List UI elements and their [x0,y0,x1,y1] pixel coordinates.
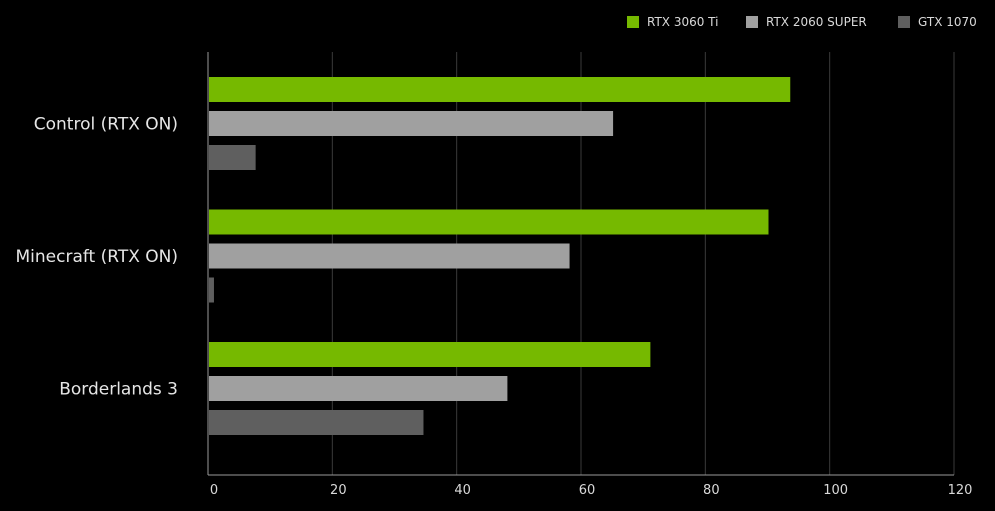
legend-label-rtx-2060-super: RTX 2060 SUPER [766,15,867,29]
bar-minecraft-rtx-on-rtx-3060-ti [209,209,769,235]
legend-swatch-rtx-3060-ti [627,16,639,28]
category-label-borderlands-3: Borderlands 3 [59,380,178,400]
category-labels: Control (RTX ON) Minecraft (RTX ON) Border… [15,115,178,400]
legend-label-rtx-3060-ti: RTX 3060 Ti [647,15,718,29]
x-tick-label-80: 80 [703,483,720,498]
legend-label-gtx-1070: GTX 1070 [918,15,977,29]
x-tick-label-120: 120 [948,483,973,498]
legend-item-rtx-3060-ti: RTX 3060 Ti [627,15,718,29]
bar-borderlands-3-rtx-2060-super [209,376,508,401]
bar-control-rtx-on-rtx-3060-ti [209,77,791,102]
bar-minecraft-rtx-on-rtx-2060-super [209,243,570,269]
x-tick-label-60: 60 [579,483,596,498]
legend-item-gtx-1070: GTX 1070 [898,15,977,29]
legend: RTX 3060 Ti RTX 2060 SUPER GTX 1070 [627,15,977,29]
x-tick-labels: 0 20 40 60 80 100 120 [210,483,973,498]
x-tick-label-100: 100 [823,483,848,498]
bar-borderlands-3-rtx-3060-ti [209,342,651,367]
x-tick-label-0: 0 [210,483,218,498]
x-tick-label-20: 20 [330,483,347,498]
axes [207,52,954,476]
category-label-control-rtx-on: Control (RTX ON) [34,115,178,135]
category-label-minecraft-rtx-on: Minecraft (RTX ON) [15,247,178,267]
bar-control-rtx-on-gtx-1070 [209,145,256,170]
bar-minecraft-rtx-on-gtx-1070 [209,277,214,303]
bars [209,77,791,435]
bar-borderlands-3-gtx-1070 [209,410,424,435]
bar-control-rtx-on-rtx-2060-super [209,111,614,136]
legend-swatch-gtx-1070 [898,16,910,28]
legend-swatch-rtx-2060-super [746,16,758,28]
legend-item-rtx-2060-super: RTX 2060 SUPER [746,15,867,29]
x-tick-label-40: 40 [454,483,471,498]
